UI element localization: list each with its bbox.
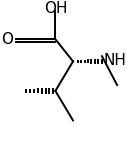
Text: O: O [2, 32, 13, 47]
Text: OH: OH [44, 2, 67, 16]
Text: NH: NH [104, 53, 127, 68]
